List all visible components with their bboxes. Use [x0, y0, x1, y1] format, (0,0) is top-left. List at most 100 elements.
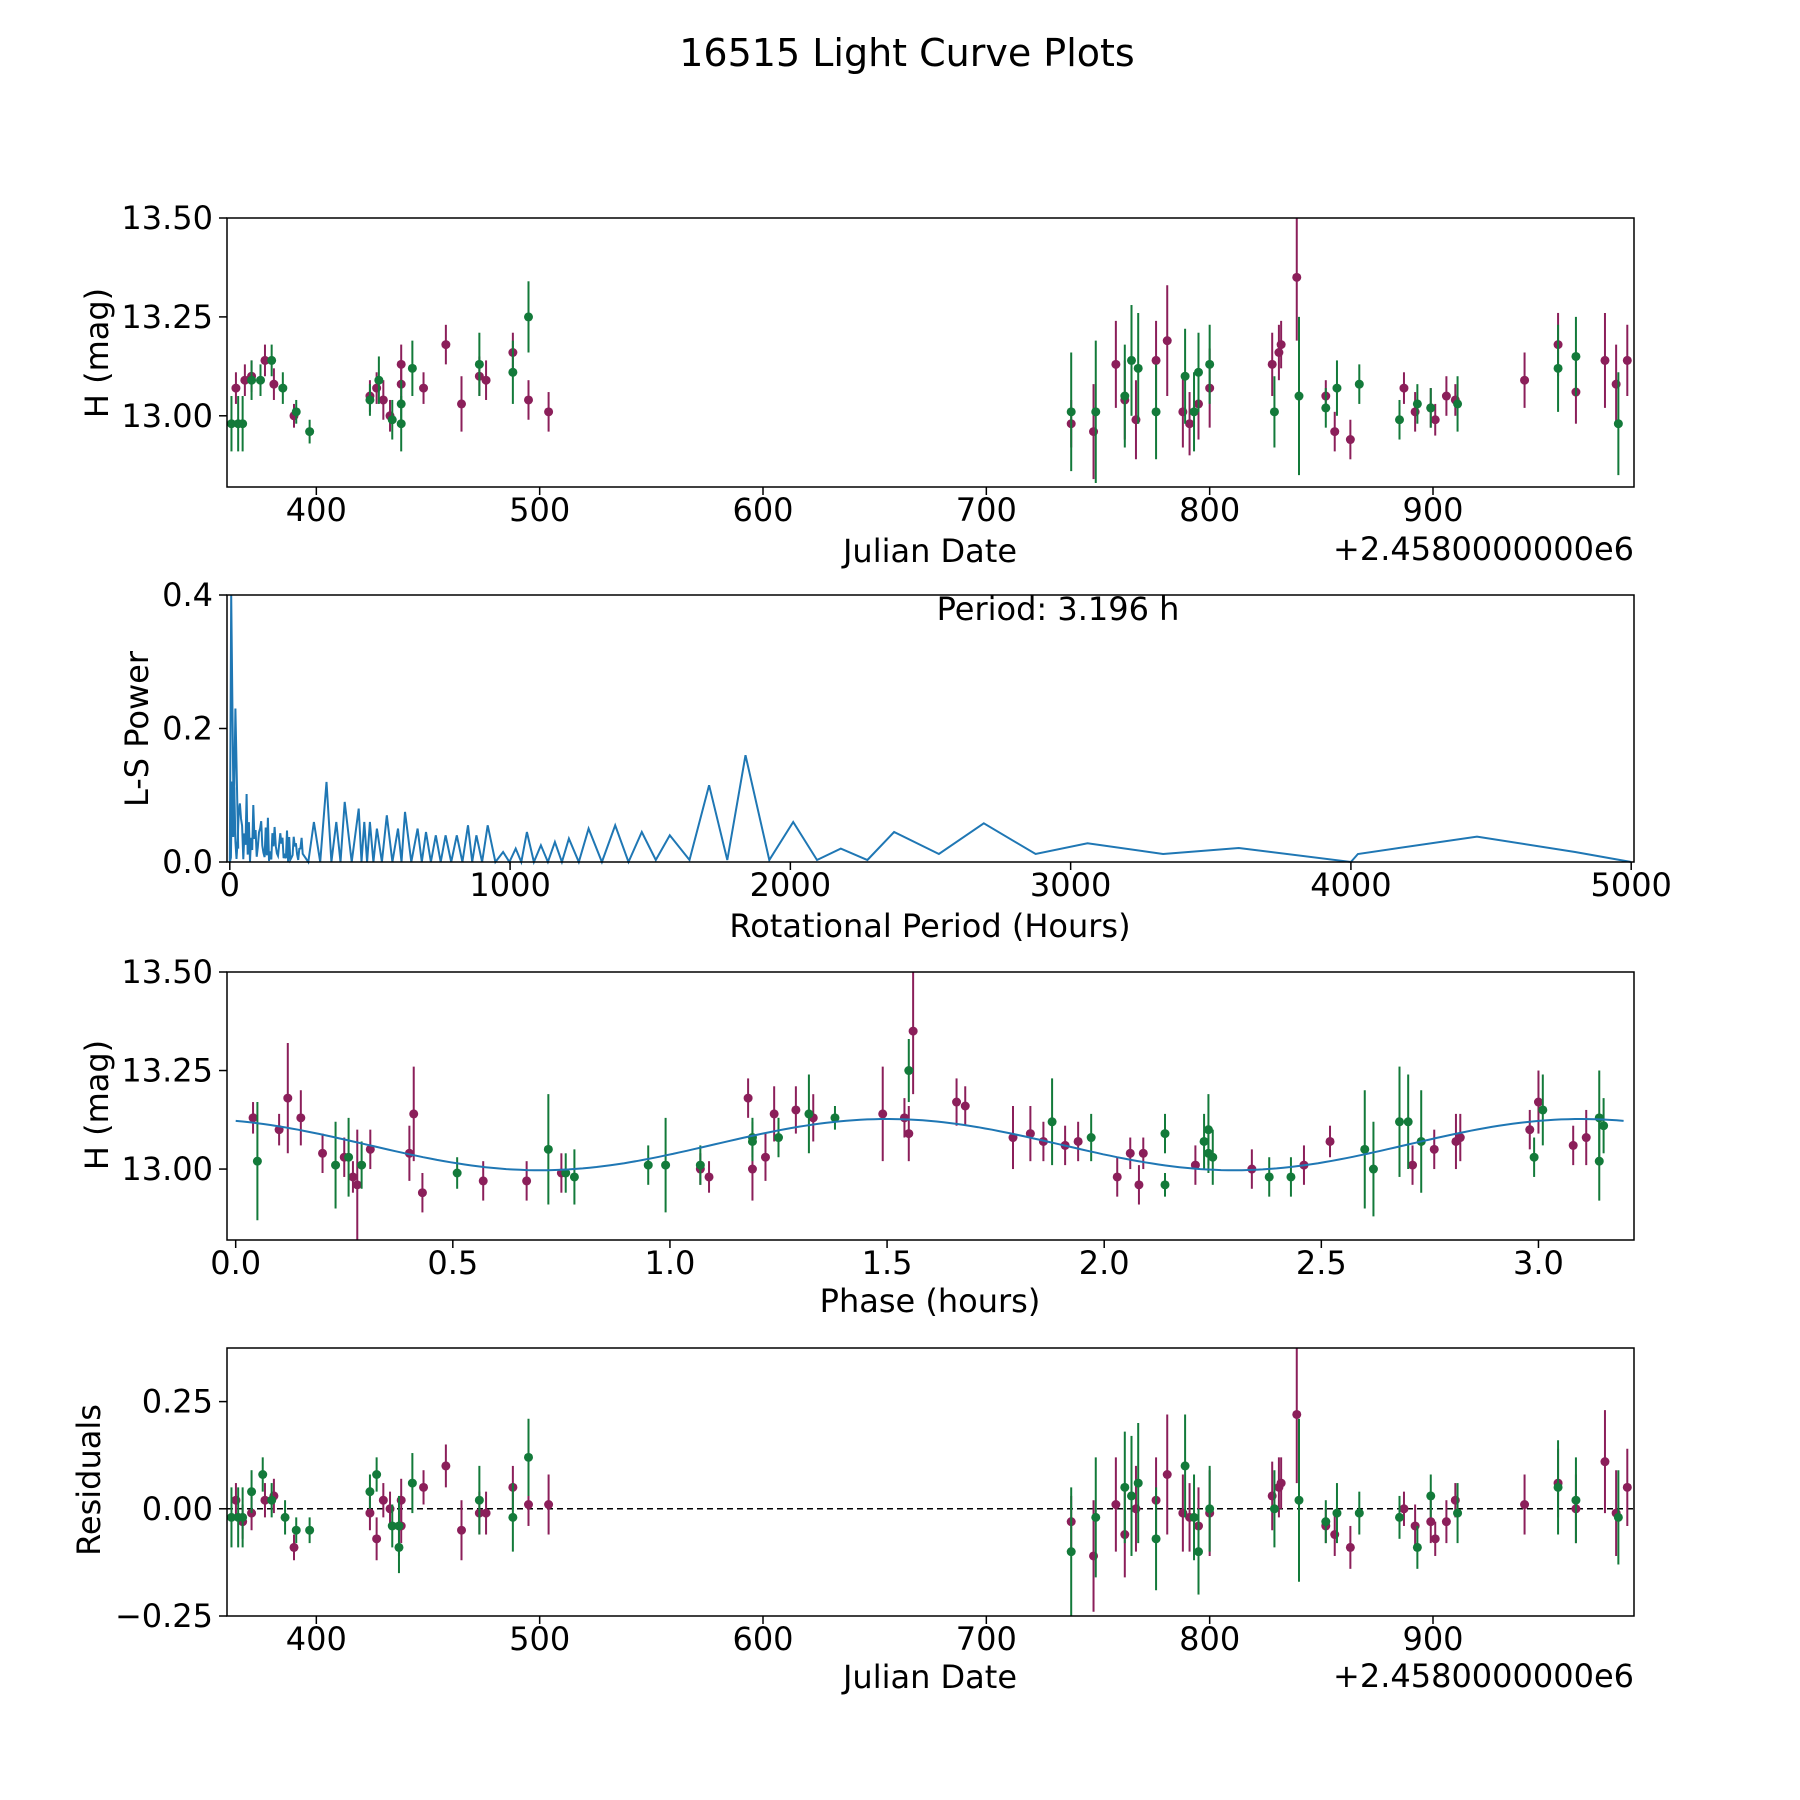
- residuals-point: [1571, 1495, 1581, 1505]
- phased-point: [1529, 1152, 1539, 1162]
- residuals-point: [247, 1487, 257, 1497]
- residuals-point: [1091, 1512, 1101, 1522]
- residuals-point: [1205, 1504, 1215, 1514]
- phased-point: [1533, 1097, 1543, 1107]
- phased-point: [1525, 1125, 1535, 1135]
- phased-point: [960, 1101, 970, 1111]
- residuals-point: [1622, 1482, 1632, 1492]
- periodogram-xtick-label: 3000: [1030, 866, 1111, 904]
- residuals-ytick-label: 0.00: [142, 1490, 213, 1528]
- periodogram-frame: [226, 594, 1635, 863]
- phased-point: [952, 1097, 962, 1107]
- residuals-point: [1332, 1508, 1342, 1518]
- lightcurve-point: [1276, 340, 1286, 350]
- phased-point: [318, 1148, 328, 1158]
- phased-point: [1594, 1113, 1604, 1123]
- residuals-point: [1276, 1478, 1286, 1488]
- residuals-frame: [226, 1347, 1635, 1617]
- lightcurve-point: [1553, 363, 1563, 373]
- phased-point: [296, 1113, 306, 1123]
- lightcurve-point: [524, 395, 533, 405]
- residuals-point: [378, 1495, 388, 1505]
- phased-point: [452, 1168, 462, 1178]
- lightcurve-point: [1345, 435, 1355, 445]
- phased-point: [1138, 1148, 1148, 1158]
- lightcurve-point: [1613, 419, 1623, 429]
- residuals-point: [305, 1525, 315, 1535]
- residuals-point: [1354, 1508, 1364, 1518]
- residuals-point: [1180, 1461, 1190, 1471]
- phased-point: [357, 1160, 367, 1170]
- phased-point: [348, 1172, 358, 1182]
- lightcurve-point: [508, 367, 518, 377]
- residuals-point: [1441, 1517, 1451, 1527]
- residuals-point: [238, 1512, 248, 1522]
- lightcurve-ylabel: H (mag): [78, 288, 116, 418]
- lightcurve-point: [474, 359, 484, 369]
- lightcurve-ytick-label: 13.50: [121, 199, 213, 237]
- residuals-point: [524, 1500, 533, 1510]
- phased-xtick-label: 1.5: [862, 1244, 913, 1282]
- lightcurve-xtick-label: 800: [1179, 491, 1240, 529]
- phased-xtick-label: 2.0: [1079, 1244, 1130, 1282]
- residuals-point: [1151, 1534, 1161, 1544]
- periodogram-xtick-label: 1000: [469, 866, 550, 904]
- residuals-point: [474, 1495, 484, 1505]
- lightcurve-data-layer: [227, 218, 1632, 484]
- lightcurve-point: [1571, 351, 1581, 361]
- residuals-point: [419, 1482, 429, 1492]
- phased-point: [1160, 1180, 1170, 1190]
- phased-xlabel: Phase (hours): [820, 1282, 1041, 1320]
- residuals-point: [258, 1469, 268, 1479]
- lightcurve-point: [1292, 272, 1302, 282]
- phased-point: [561, 1168, 571, 1178]
- residuals-point: [372, 1534, 382, 1544]
- residuals-point: [1453, 1508, 1463, 1518]
- phased-xtick-label: 0.0: [210, 1244, 261, 1282]
- lightcurve-point: [1426, 403, 1436, 413]
- lightcurve-point: [1267, 359, 1277, 369]
- phased-point: [760, 1152, 770, 1162]
- phased-point: [1199, 1136, 1209, 1146]
- phased-xtick-label: 3.0: [1513, 1244, 1564, 1282]
- residuals-data-layer: [227, 1348, 1632, 1616]
- lightcurve-point: [387, 415, 397, 425]
- lightcurve-point: [441, 340, 451, 350]
- phased-ytick-label: 13.50: [121, 953, 213, 991]
- residuals-point: [1426, 1491, 1436, 1501]
- residuals-point: [1426, 1517, 1436, 1527]
- lightcurve-point: [1412, 399, 1422, 409]
- lightcurve-point: [1189, 407, 1199, 417]
- phased-point: [543, 1144, 553, 1154]
- phased-point: [747, 1164, 757, 1174]
- phased-point: [643, 1160, 653, 1170]
- residuals-point: [260, 1495, 270, 1505]
- lightcurve-panel: Julian Date +2.4580000000e6 H (mag) 400 5…: [78, 199, 1635, 570]
- lightcurve-point: [1127, 355, 1136, 365]
- lightcurve-point: [481, 375, 491, 385]
- phased-point: [1403, 1117, 1413, 1127]
- phased-point: [791, 1105, 801, 1115]
- phased-point: [1368, 1164, 1378, 1174]
- residuals-point: [1269, 1504, 1279, 1514]
- residuals-point: [1292, 1409, 1302, 1419]
- periodogram-line: [228, 754, 1632, 866]
- phased-point: [1073, 1136, 1083, 1146]
- residuals-point: [280, 1512, 290, 1522]
- residuals-point: [372, 1469, 382, 1479]
- lightcurve-point: [291, 407, 301, 417]
- phased-point: [409, 1109, 419, 1119]
- residuals-point: [289, 1542, 299, 1552]
- phased-point: [695, 1160, 705, 1170]
- lightcurve-point: [1453, 399, 1463, 409]
- residuals-point: [524, 1452, 533, 1462]
- residuals-xtick-label: 900: [1402, 1620, 1463, 1658]
- residuals-xlabel: Julian Date: [841, 1658, 1017, 1696]
- residuals-xtick-label: 400: [286, 1620, 347, 1658]
- residuals-point: [1294, 1495, 1304, 1505]
- lightcurve-point: [524, 312, 533, 322]
- lightcurve-point: [544, 407, 554, 417]
- lightcurve-point: [1205, 359, 1215, 369]
- phased-point: [1112, 1172, 1122, 1182]
- lightcurve-point: [227, 419, 236, 429]
